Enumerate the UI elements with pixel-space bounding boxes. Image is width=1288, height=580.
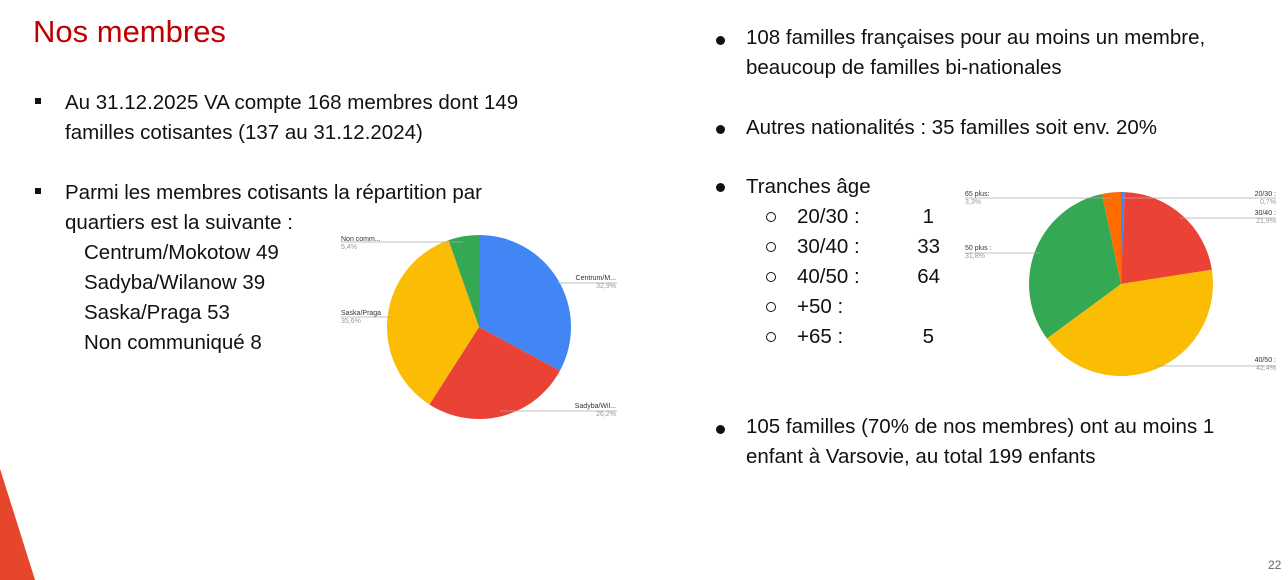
district-item: Sadyba/Wilanow 39	[84, 271, 266, 294]
age-title: Tranches âge	[746, 175, 871, 198]
bullet-square	[35, 188, 41, 194]
slice-label: 20/30 :0,7%	[1254, 191, 1276, 206]
page-number: 22	[1268, 558, 1282, 572]
pie-slice	[1101, 192, 1121, 284]
age-item: +65 : 5	[766, 322, 946, 352]
pie-slice	[1121, 192, 1212, 284]
children-text: 105 familles (70% de nos membres) ont au…	[746, 412, 1214, 472]
bullet-square	[35, 98, 41, 104]
text-line: Au 31.12.2025 VA compte 168 membres dont…	[65, 91, 519, 114]
age-item: 30/40 : 33	[766, 232, 946, 262]
age-list: 20/30 : 1 30/40 : 33 40/50 : 64 +50 : +65 :…	[766, 202, 946, 352]
members-text: Au 31.12.2025 VA compte 168 membres dont…	[65, 88, 518, 148]
pie-slice	[479, 235, 571, 371]
age-range: 20/30 :	[797, 205, 860, 228]
text-line: quartiers est la suivante :	[65, 211, 293, 234]
district-item: Centrum/Mokotow 49	[84, 241, 279, 264]
district-item: Non communiqué 8	[84, 331, 262, 354]
district-list: Centrum/Mokotow 49 Sadyba/Wilanow 39 Sas…	[84, 238, 279, 358]
age-item: 20/30 : 1	[766, 202, 946, 232]
nationalities-text: Autres nationalités : 35 familles soit e…	[746, 116, 1157, 139]
text-line: familles cotisantes (137 au 31.12.2024)	[65, 121, 423, 144]
text-line: beaucoup de familles bi-nationales	[746, 56, 1062, 79]
french-families-text: 108 familles françaises pour au moins un…	[746, 23, 1205, 83]
text-line: 108 familles françaises pour au moins un…	[746, 26, 1206, 49]
slice-label: Saska/Praga 35,6%	[341, 310, 382, 325]
text-line: 105 familles (70% de nos membres) ont au…	[746, 415, 1215, 438]
text-line: enfant à Varsovie, au total 199 enfants	[746, 445, 1096, 468]
age-count: 33	[917, 235, 940, 258]
district-item: Saska/Praga 53	[84, 301, 230, 324]
age-range: +50 :	[797, 295, 844, 318]
pie-slice	[448, 235, 479, 327]
age-count: 1	[922, 205, 934, 228]
bullet-dot	[716, 183, 725, 192]
age-range: +65 :	[797, 325, 844, 348]
district-text: Parmi les membres cotisants la répartiti…	[65, 178, 482, 238]
age-item: +50 :	[766, 292, 946, 322]
slice-label: Sadyba/Wil... 26,2%	[574, 403, 616, 418]
pie-slice	[1029, 193, 1121, 339]
age-count: 5	[922, 325, 934, 348]
text-line: Parmi les membres cotisants la répartiti…	[65, 181, 482, 204]
pie-slice	[429, 327, 560, 419]
slice-label: 40/50 :42,4%	[1254, 357, 1276, 372]
page-title: Nos membres	[33, 14, 226, 49]
slice-label: Non comm... 5,4%	[341, 236, 381, 251]
pie-slice	[1121, 192, 1125, 284]
pie-slice	[386, 240, 479, 405]
age-range: 30/40 :	[797, 235, 860, 258]
slice-label: 50 plus :31,8%	[965, 245, 992, 260]
age-item: 40/50 : 64	[766, 262, 946, 292]
bullet-dot	[716, 36, 725, 45]
slice-label: 65 plus: 3,3%	[965, 191, 990, 206]
slice-label: Centrum/M... 32,9%	[575, 275, 616, 290]
slice-label: 30/40 :21,9%	[1254, 210, 1276, 225]
bullet-dot	[716, 425, 725, 434]
pie-slice	[1046, 269, 1213, 376]
age-range: 40/50 :	[797, 265, 860, 288]
age-count: 64	[917, 265, 940, 288]
bullet-dot	[716, 125, 725, 134]
